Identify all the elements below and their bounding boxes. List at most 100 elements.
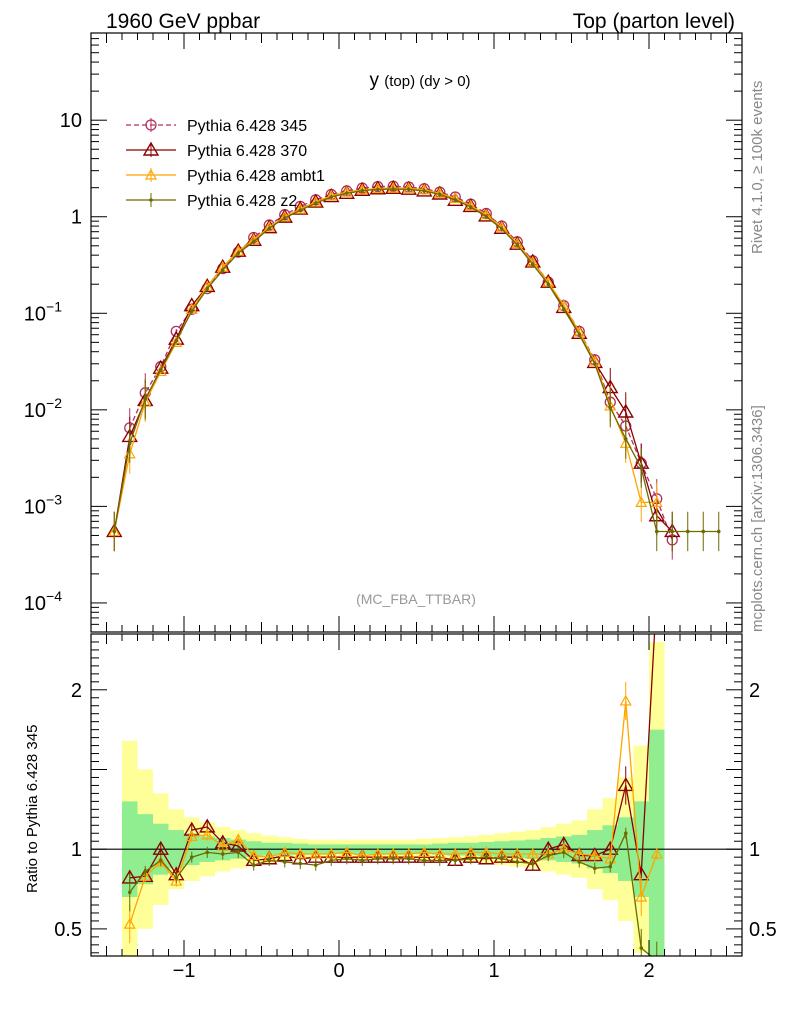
data-point-z2	[298, 861, 303, 866]
data-point-z2	[360, 188, 365, 193]
data-point-z2	[406, 187, 411, 192]
data-point-ambt1	[635, 890, 648, 902]
data-point-z2	[515, 860, 520, 864]
x-tick-label: 2	[643, 960, 654, 982]
legend-label-s370: Pythia 6.428 370	[187, 143, 307, 160]
series-z2	[112, 186, 721, 552]
legend-marker-s370	[142, 141, 160, 156]
data-point-z2	[437, 858, 442, 863]
ratio-band-inner	[649, 729, 665, 956]
series-ambt1	[123, 681, 663, 944]
data-point-z2	[530, 861, 535, 866]
x-tick-label: 0	[333, 960, 344, 982]
data-point-z2	[654, 529, 659, 534]
data-point-z2	[236, 850, 241, 855]
main-series	[106, 179, 721, 560]
data-point-ambt1	[650, 847, 663, 859]
data-point-z2	[468, 205, 473, 209]
data-point-z2	[298, 208, 303, 212]
data-point-z2	[344, 856, 349, 861]
x-tick-label: −1	[173, 960, 196, 982]
data-point-z2	[468, 856, 473, 861]
data-point-z2	[437, 192, 442, 197]
data-point-z2	[189, 309, 194, 314]
y-tick-label-main: 10−1	[24, 298, 62, 325]
series-ambt1	[108, 181, 663, 552]
legend-marker-ambt1	[144, 168, 158, 180]
data-point-z2	[716, 529, 721, 534]
data-point-z2	[251, 863, 256, 867]
plot-title-sub: (top) (dy > 0)	[384, 73, 470, 90]
data-point-s370	[650, 587, 664, 599]
y-tick-label-ratio-right: 1	[749, 839, 760, 861]
series-s345	[124, 180, 678, 560]
data-point-ambt1	[201, 828, 214, 840]
ratio-panel: 0.5 0.5 1 1 2 2 −1 0 1 2	[54, 587, 777, 982]
data-point-ambt1	[185, 830, 198, 842]
data-point-z2	[453, 858, 458, 863]
data-point-z2	[422, 858, 427, 863]
data-point-z2	[375, 187, 380, 192]
y-tick-label-main: 10−4	[24, 588, 62, 615]
series-line-ambt1	[129, 700, 658, 925]
data-point-z2	[655, 959, 659, 963]
data-point-z2	[406, 856, 411, 861]
data-point-ambt1	[418, 183, 431, 195]
data-point-z2	[623, 437, 628, 441]
data-point-ambt1	[154, 365, 167, 377]
data-point-z2	[158, 367, 163, 372]
data-point-s370	[509, 235, 526, 250]
data-point-z2	[267, 226, 272, 231]
series-line-ambt1	[113, 187, 657, 532]
y-tick-label-main: 10−2	[24, 395, 62, 422]
data-point-z2	[313, 863, 318, 867]
data-point-z2	[158, 858, 163, 863]
data-point-z2	[561, 850, 566, 855]
data-point-z2	[499, 227, 504, 231]
data-point-z2	[608, 405, 613, 410]
data-point-s370	[524, 856, 541, 871]
data-point-z2	[639, 946, 644, 950]
legend-label-ambt1: Pythia 6.428 ambt1	[187, 168, 325, 185]
legend-marker-z2	[149, 198, 153, 202]
data-point-z2	[639, 466, 644, 470]
data-point-z2	[577, 860, 582, 864]
data-point-z2	[329, 195, 334, 199]
legend-marker-s345	[145, 119, 157, 131]
data-point-z2	[189, 855, 194, 859]
ratio-series	[121, 587, 664, 963]
mcplots-label: mcplots.cern.ch [arXiv:1306.3436]	[749, 405, 766, 632]
data-point-z2	[174, 338, 179, 343]
y-tick-label-exponent: −3	[46, 491, 62, 507]
data-point-z2	[127, 890, 132, 895]
data-point-s370	[617, 777, 634, 792]
watermark: (MC_FBA_TTBAR)	[356, 591, 476, 607]
header-left: 1960 GeV ppbar	[106, 10, 260, 33]
plot-title: y (top) (dy > 0)	[369, 70, 470, 91]
plot-title-main: y	[369, 70, 379, 91]
data-point-z2	[282, 860, 287, 864]
data-point-z2	[453, 197, 458, 202]
y-tick-label-main: 10	[60, 110, 82, 132]
main-panel: 10 1 10−1 10−2 10−3 10−4	[24, 32, 743, 633]
data-point-z2	[391, 187, 396, 191]
data-point-z2	[236, 251, 241, 255]
data-point-z2	[546, 853, 551, 858]
y-tick-label-ratio-left: 2	[71, 680, 82, 702]
data-point-z2	[112, 529, 117, 534]
y-tick-label-exponent: −4	[46, 588, 62, 604]
data-point-ambt1	[325, 189, 338, 201]
ratio-bands	[122, 641, 665, 956]
data-point-ambt1	[588, 849, 601, 861]
data-point-ambt1	[387, 181, 400, 193]
rivet-label: Rivet 4.1.0, ≥ 100k events	[749, 81, 766, 254]
data-point-ambt1	[356, 183, 369, 195]
data-point-z2	[143, 869, 148, 874]
y-tick-label-ratio-right: 2	[749, 680, 760, 702]
data-point-z2	[127, 441, 132, 446]
data-point-z2	[484, 855, 489, 859]
data-point-z2	[701, 529, 706, 534]
y-tick-label-ratio-right: 0.5	[749, 919, 777, 941]
data-point-z2	[282, 216, 287, 220]
data-point-z2	[313, 201, 318, 206]
